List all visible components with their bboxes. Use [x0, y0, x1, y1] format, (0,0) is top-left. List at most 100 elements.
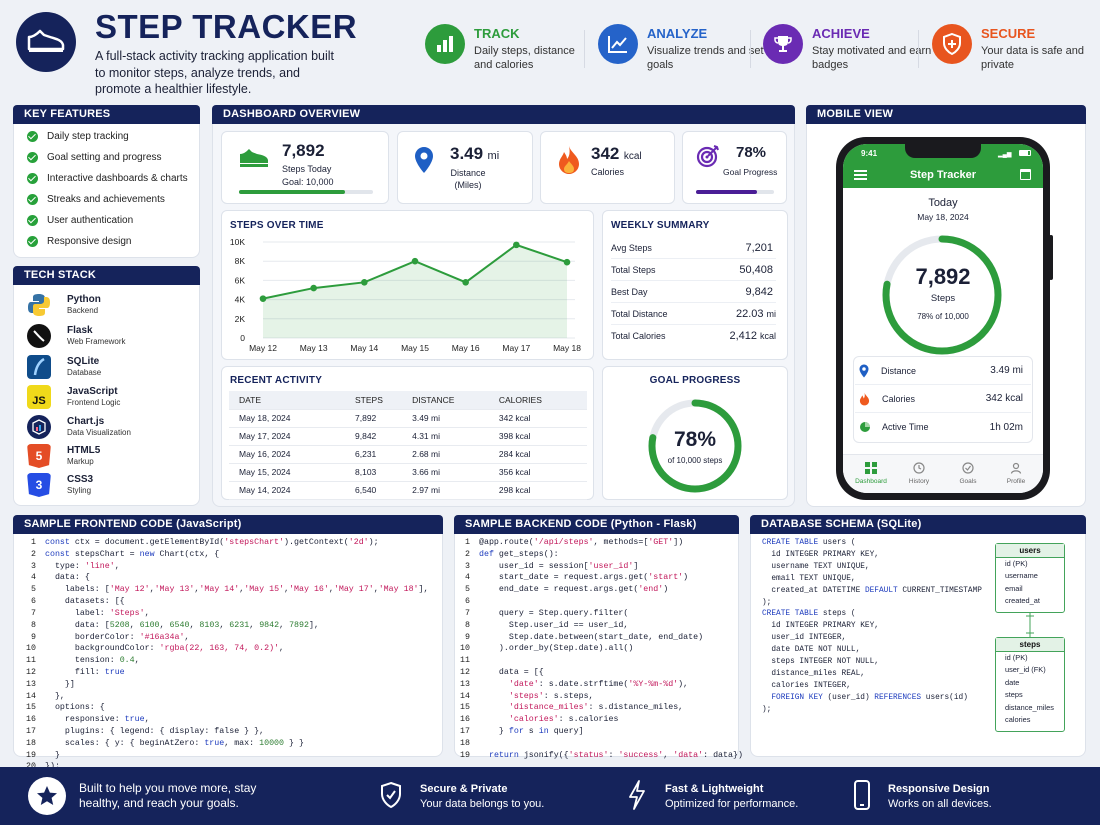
feature-item: Goal setting and progress [27, 152, 162, 163]
code-line: 13 }] [14, 679, 429, 691]
nav-dashboard[interactable]: Dashboard [851, 462, 891, 485]
steps-col: id (PK) [1005, 653, 1028, 662]
signal-icon: ▂▄▆ [998, 152, 1012, 158]
table-header-row: DATE STEPS DISTANCE CALORIES [229, 391, 587, 410]
pillar-track: TRACK Daily steps, distance and calories [425, 22, 585, 82]
feature-label: Streaks and achievements [47, 194, 165, 205]
code-text: datasets: [{ [45, 597, 125, 607]
tech-name: JavaScript [67, 386, 118, 397]
weekly-value-group: 9,842 [745, 286, 776, 298]
steps-table-name: steps [996, 638, 1064, 652]
code-line: 12 data = [{ [448, 667, 743, 679]
divider [918, 30, 919, 68]
steps-progress-fill [239, 190, 345, 194]
achieve-badge [763, 24, 803, 64]
weekly-value: 9,842 [745, 285, 773, 298]
code-line: 9 borderColor: '#16a34a', [14, 632, 429, 644]
tech-role: Database [67, 368, 102, 377]
nav-history[interactable]: History [899, 462, 939, 485]
weekly-value: 2,412 [729, 330, 757, 342]
table-cell: 4.31 mi [412, 427, 499, 446]
star-icon [37, 786, 57, 805]
footer-secure: Secure & Private Your data belongs to yo… [420, 782, 544, 812]
code-text: options: { [45, 703, 105, 713]
line-number: 18 [460, 738, 470, 748]
table-row: May 15, 2024 8,103 3.66 mi 356 kcal [229, 463, 587, 482]
code-line: steps INTEGER NOT NULL, [762, 657, 982, 669]
mobile-row-calories: Calories 342 kcal [855, 385, 1031, 413]
feature-item: Interactive dashboards & charts [27, 173, 188, 184]
features-panel [13, 105, 200, 258]
line-number: 20 [14, 761, 36, 773]
code-text: steps INTEGER NOT NULL, [762, 658, 879, 667]
code-line: id INTEGER PRIMARY KEY, [762, 550, 982, 562]
dashboard-header: DASHBOARD OVERVIEW [212, 105, 795, 124]
today-label: Today [928, 197, 958, 209]
code-text: CREATE TABLE steps ( [762, 610, 856, 619]
nav-label: Profile [1006, 478, 1026, 485]
today-date: May 18, 2024 [917, 212, 969, 222]
code-line: 17 plugins: { legend: { display: false }… [14, 726, 429, 738]
line-number: 8 [31, 620, 36, 630]
code-text: user_id = session['user_id'] [479, 561, 639, 571]
data-point [259, 295, 267, 302]
code-text: 'distance_miles': s.distance_miles, [508, 703, 684, 713]
pillar-title: TRACK [474, 26, 520, 41]
code-line: 19 } [14, 750, 429, 762]
nav-goals[interactable]: Goals [948, 462, 988, 485]
steps-col: calories [1005, 714, 1031, 724]
tech-header: TECH STACK [13, 266, 200, 285]
feather-icon [33, 358, 45, 376]
html5-logo-icon: 5 [27, 444, 51, 468]
steps-goal: Goal: 10,000 [282, 177, 334, 187]
calendar-icon[interactable] [1020, 169, 1031, 180]
weekly-value-group: 50,408 [739, 264, 776, 276]
x-tick-label: May 16 [452, 343, 480, 353]
check-icon [27, 194, 38, 205]
code-line: 1 const ctx = document.getElementById('st… [14, 537, 429, 549]
footer-item-desc: Your data belongs to you. [420, 798, 545, 810]
calories-stat-card: 342 kcal Calories [540, 131, 675, 204]
table-cell: May 15, 2024 [229, 463, 356, 482]
nav-profile[interactable]: Profile [996, 462, 1036, 485]
code-line: ); [762, 598, 982, 610]
hamburger-menu-icon[interactable] [854, 170, 867, 180]
tech-role: Web Framework [67, 337, 126, 346]
relation-connector [1026, 613, 1034, 637]
code-text: labels: ['May 12','May 13','May 14','May… [45, 585, 429, 595]
goal-progress-title: GOAL PROGRESS [649, 375, 741, 386]
code-text: ); [762, 705, 772, 714]
code-text: plugins: { legend: { display: false } }, [45, 727, 265, 736]
line-number: 3 [31, 561, 36, 571]
mobile-row-active-time: Active Time 1h 02m [855, 413, 1031, 441]
code-line: 11 tension: 0.4, [14, 655, 429, 667]
code-line: date DATE NOT NULL, [762, 645, 982, 657]
data-point [310, 284, 317, 292]
feature-item: Responsive design [27, 236, 132, 247]
pillar-desc: Stay motivated and earn badges [812, 45, 932, 71]
check-icon [27, 152, 38, 163]
weekly-row: Avg Steps 7,201 [611, 237, 776, 259]
code-line: 10 backgroundColor: 'rgba(22, 163, 74, 0… [14, 643, 429, 655]
row-value: 1h 02m [989, 421, 1023, 433]
steps-col: steps [1005, 690, 1023, 700]
line-number: 2 [465, 549, 470, 559]
calories-value-row: 342 kcal [591, 144, 642, 164]
mobile-steps-label: Steps [930, 293, 956, 304]
table-row: May 18, 2024 7,892 3.49 mi 342 kcal [229, 409, 587, 428]
code-text: const ctx = document.getElementById('ste… [45, 538, 379, 547]
map-pin-icon [415, 147, 433, 173]
backend-code-header: SAMPLE BACKEND CODE (Python - Flask) [454, 515, 739, 534]
y-tick-label: 2K [235, 314, 246, 324]
y-tick-label: 4K [235, 295, 246, 305]
pillar-desc: Daily steps, distance and calories [474, 45, 575, 71]
code-line: 8 Step.user_id == user_id, [448, 620, 743, 632]
users-table-diagram: users id (PK) username email created_at [995, 543, 1065, 613]
code-line: 3 type: 'line', [14, 561, 429, 573]
y-tick-label: 8K [235, 256, 246, 266]
css3-logo-icon: 3 [27, 473, 51, 497]
weekly-row: Total Distance 22.03 mi [611, 303, 776, 325]
check-icon [27, 236, 38, 247]
code-text: created_at DATETIME DEFAULT CURRENT_TIME… [762, 586, 982, 595]
weekly-row: Total Calories 2,412 kcal [611, 325, 776, 347]
